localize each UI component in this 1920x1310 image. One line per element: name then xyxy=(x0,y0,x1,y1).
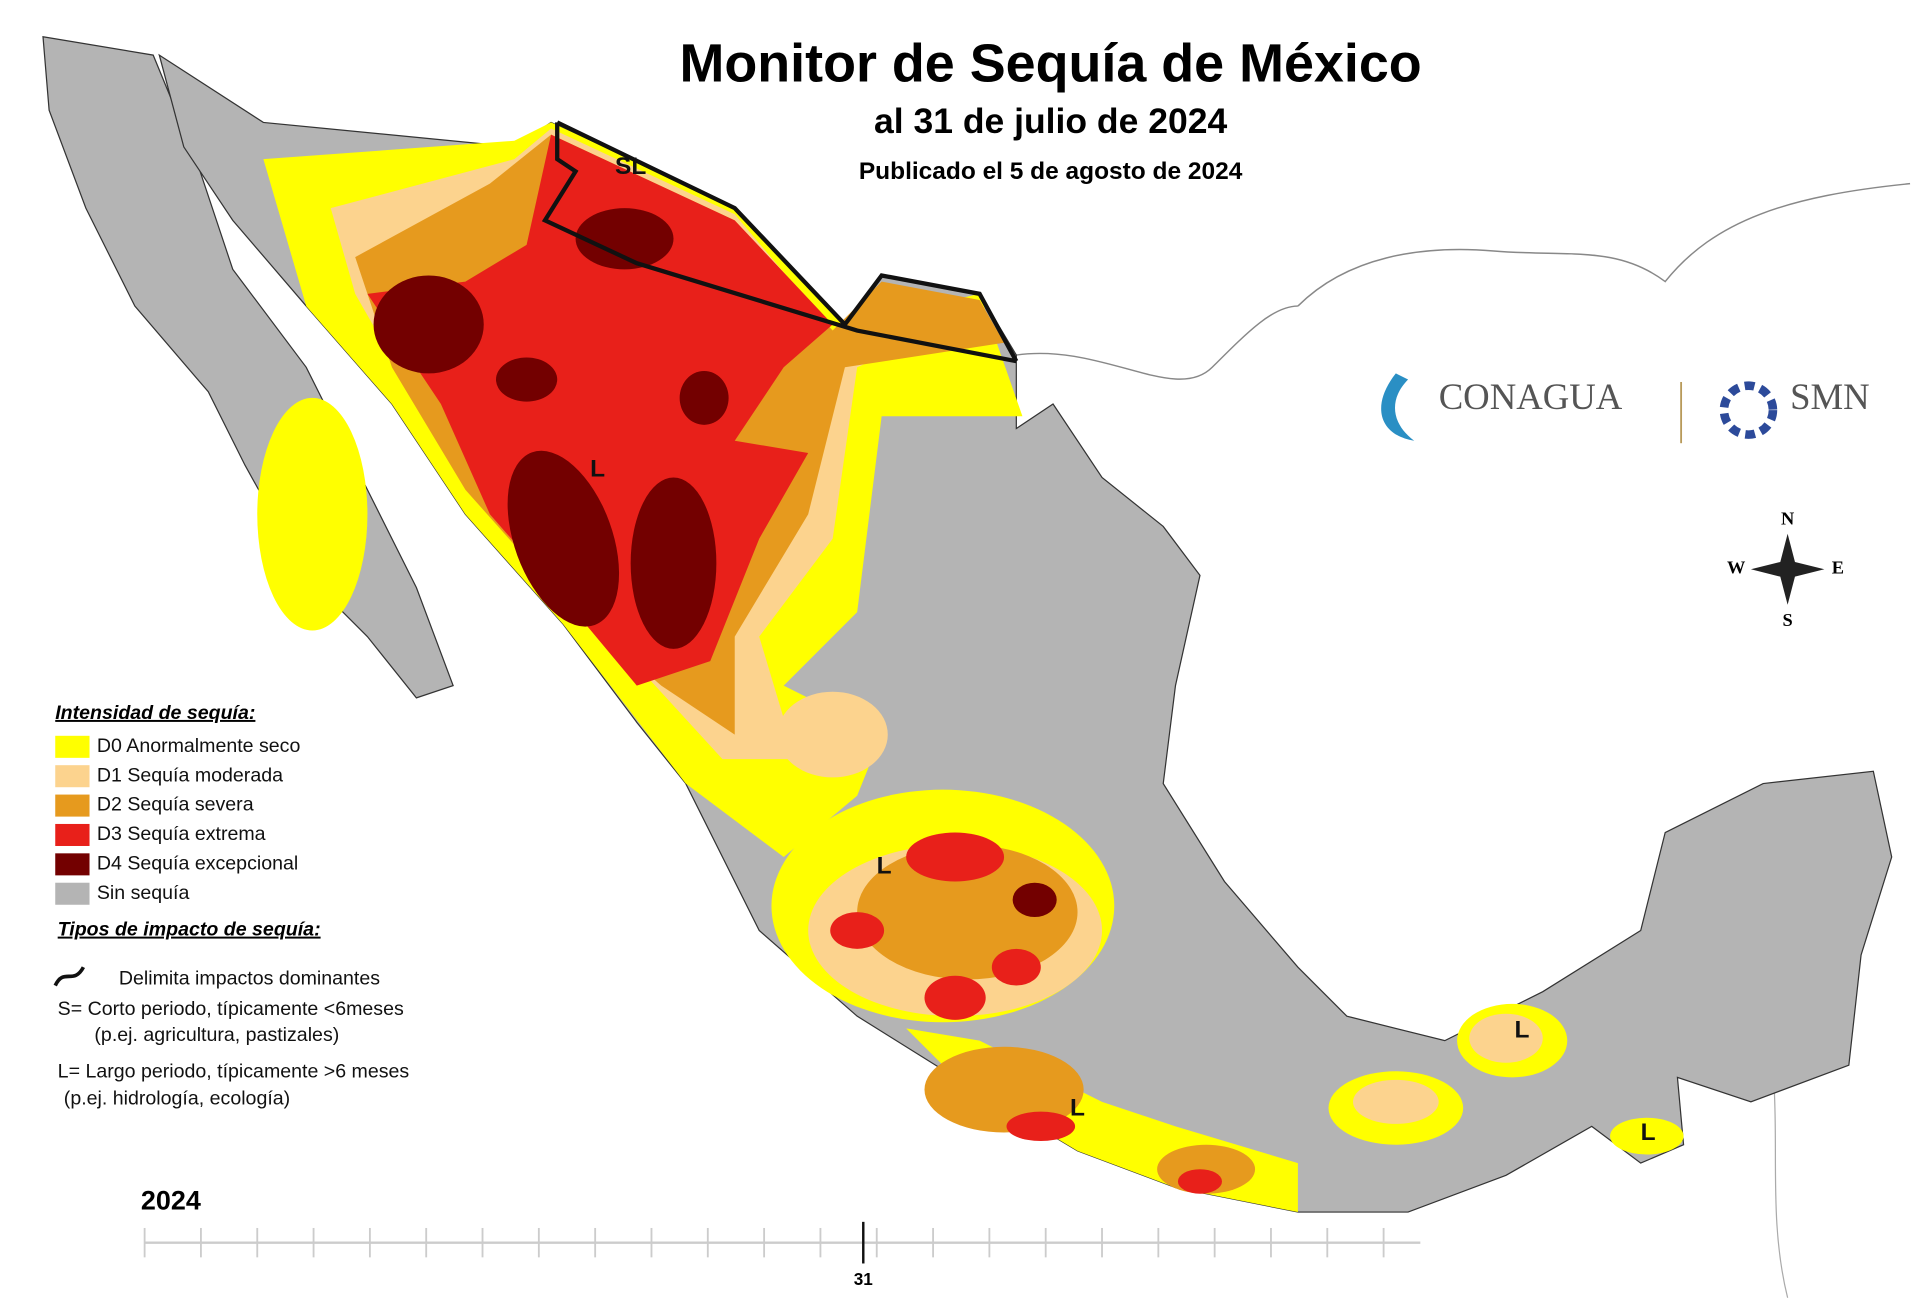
drought-area xyxy=(257,397,368,631)
map-label: L xyxy=(590,456,605,483)
logo-text: SMN xyxy=(1790,376,1870,417)
drought-area xyxy=(924,975,986,1020)
legend-label: D0 Anormalmente seco xyxy=(97,735,301,757)
impact-title: Tipos de impacto de sequía: xyxy=(58,919,321,941)
impact-text: Delimita impactos dominantes xyxy=(119,968,380,990)
drought-area xyxy=(507,450,620,627)
drought-area xyxy=(373,275,484,374)
map-label: L xyxy=(1070,1095,1085,1122)
compass-label: W xyxy=(1727,558,1746,578)
drought-areas xyxy=(257,122,1684,1213)
drought-area xyxy=(575,208,674,270)
impact-boundary xyxy=(541,120,1019,364)
legend: Intensidad de sequía: D0 Anormalmente se… xyxy=(55,702,300,905)
legend-label: D2 Sequía severa xyxy=(97,794,254,816)
drought-area xyxy=(1469,1013,1543,1063)
legend-label: D1 Sequía moderada xyxy=(97,764,283,786)
timeline-current-label: 31 xyxy=(854,1269,874,1289)
legend-swatch xyxy=(55,853,90,876)
title: Monitor de Sequía de México xyxy=(680,34,1422,94)
drought-area xyxy=(1353,1079,1439,1124)
compass-label: N xyxy=(1781,509,1795,529)
legend-swatch xyxy=(55,794,90,817)
smn-logo xyxy=(1719,381,1778,439)
legend-label: Sin sequía xyxy=(97,882,190,904)
impact-text: L= Largo periodo, típicamente >6 meses xyxy=(58,1061,410,1083)
drought-area xyxy=(1006,1111,1076,1142)
compass-rose xyxy=(1750,533,1825,605)
logo-text: CONAGUA xyxy=(1439,376,1623,417)
drought-area xyxy=(1012,882,1057,917)
drought-area xyxy=(1177,1169,1222,1194)
legend-label: D3 Sequía extrema xyxy=(97,823,266,845)
impact-text: (p.ej. agricultura, pastizales) xyxy=(94,1024,339,1046)
timeline: 31 xyxy=(143,1221,1421,1289)
legend-swatch xyxy=(55,882,90,905)
drought-area xyxy=(906,832,1005,882)
impact-text: S= Corto periodo, típicamente <6meses xyxy=(58,998,404,1020)
conagua-logo xyxy=(1381,373,1415,441)
drought-area xyxy=(630,477,717,649)
drought-area xyxy=(924,1046,1084,1133)
legend-swatch xyxy=(55,735,90,758)
coastline xyxy=(1016,305,1298,380)
map-label: L xyxy=(1514,1016,1529,1043)
published: Publicado el 5 de agosto de 2024 xyxy=(859,158,1243,185)
compass-label: S xyxy=(1783,610,1793,630)
drought-area xyxy=(367,134,833,686)
map-label: SL xyxy=(615,153,646,180)
legend-swatch xyxy=(55,823,90,846)
drought-area xyxy=(679,370,729,425)
drought-area xyxy=(777,691,888,778)
legend-label: D4 Sequía excepcional xyxy=(97,853,298,875)
drought-area xyxy=(991,948,1041,986)
drought-area xyxy=(495,357,558,402)
drought-area xyxy=(1610,1117,1684,1155)
compass-label: E xyxy=(1832,558,1844,578)
map-label: L xyxy=(877,852,892,879)
legend-title: Intensidad de sequía: xyxy=(55,702,255,724)
timeline-year: 2024 xyxy=(141,1185,201,1215)
impact-text: (p.ej. hidrología, ecología) xyxy=(64,1088,290,1110)
drought-area xyxy=(830,912,885,949)
map-label: L xyxy=(1641,1119,1656,1146)
subtitle: al 31 de julio de 2024 xyxy=(874,101,1227,141)
boundary-symbol xyxy=(53,966,86,987)
drought-area xyxy=(857,844,1078,980)
coastline xyxy=(1297,182,1911,307)
legend-swatch xyxy=(55,765,90,788)
